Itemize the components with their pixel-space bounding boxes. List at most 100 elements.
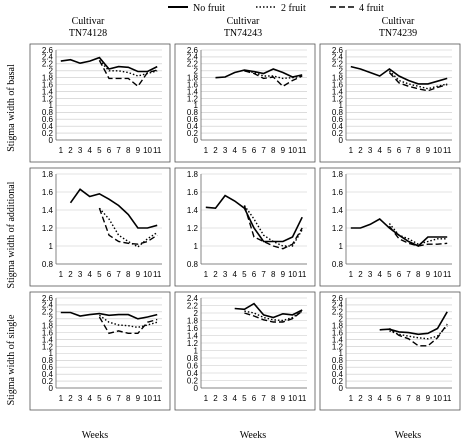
y-tick-label: 1.8 <box>42 73 54 82</box>
y-tick-label: 1 <box>339 101 344 110</box>
x-tick-label: 6 <box>252 146 257 155</box>
series-line-dashed <box>98 207 158 245</box>
panel-9: 00.20.40.60.811.21.41.61.822.22.42.61 2 3 4… <box>319 291 461 411</box>
x-tick-label: 11 <box>298 270 307 279</box>
x-tick-label: 2 <box>358 270 363 279</box>
y-tick-label: 1 <box>49 349 54 358</box>
series-line-dotted <box>98 207 158 248</box>
panel-frame <box>29 291 171 411</box>
x-tick-label: 8 <box>416 394 421 403</box>
y-tick-label: 1.6 <box>187 188 199 197</box>
panel-frame <box>174 43 316 163</box>
x-tick-label: 5 <box>97 394 102 403</box>
x-tick-label: 5 <box>97 146 102 155</box>
series-line-solid <box>234 302 303 319</box>
x-tick-label: 3 <box>223 270 228 279</box>
y-tick-label: 0.8 <box>332 108 344 117</box>
series-line-solid <box>60 56 158 73</box>
y-tick-label: 1 <box>339 349 344 358</box>
y-tick-label: 1.4 <box>187 87 199 96</box>
x-tick-label: 11 <box>443 394 452 403</box>
series-line-dashed <box>388 72 448 92</box>
y-tick-label: 1.6 <box>332 188 344 197</box>
y-tick-label: 0.8 <box>42 260 54 269</box>
x-tick-label: 8 <box>271 270 276 279</box>
series-line-dashed <box>388 225 448 247</box>
row-label-additional: Stigma width of additional <box>6 181 17 288</box>
y-tick-label: 1.2 <box>42 224 54 233</box>
y-tick-label: 1.4 <box>332 87 344 96</box>
series-line-dashed <box>243 205 303 250</box>
y-tick-label: 1.4 <box>42 87 54 96</box>
y-tick-label: 0.6 <box>332 363 344 372</box>
x-tick-label: 9 <box>426 146 431 155</box>
row-label-basal: Stigma width of basal <box>6 64 17 152</box>
x-tick-label: 11 <box>443 270 452 279</box>
x-tick-label: 10 <box>288 270 297 279</box>
y-tick-label: 0.4 <box>187 369 199 378</box>
series-line-dashed <box>388 323 448 347</box>
series-line-dotted <box>98 314 158 329</box>
y-tick-label: 2.4 <box>332 301 344 310</box>
y-tick-label: 2 <box>339 315 344 324</box>
panel-frame <box>319 43 461 163</box>
panel-2: 00.20.40.60.811.21.41.61.822.22.42.61 2 3 4… <box>174 43 316 163</box>
column-title-1-line2: TN74128 <box>69 28 107 39</box>
x-tick-label: 7 <box>261 146 266 155</box>
x-tick-label: 1 <box>59 394 64 403</box>
y-tick-label: 0.8 <box>332 356 344 365</box>
legend-label-no-fruit: No fruit <box>193 3 225 14</box>
x-tick-label: 3 <box>368 146 373 155</box>
y-tick-label: 0.6 <box>42 363 54 372</box>
x-tick-label: 9 <box>281 394 286 403</box>
y-tick-label: 0.2 <box>187 376 199 385</box>
y-tick-label: 2.6 <box>332 294 344 303</box>
x-tick-label: 3 <box>223 394 228 403</box>
y-tick-label: 1.8 <box>187 316 199 325</box>
x-tick-label: 7 <box>261 270 266 279</box>
y-tick-label: 1.4 <box>187 331 199 340</box>
y-tick-label: 1.6 <box>42 328 54 337</box>
panel-8: 00.20.40.60.811.21.41.61.822.22.41 2 3 4 5 6 7… <box>174 291 316 411</box>
x-tick-label: 2 <box>213 270 218 279</box>
y-tick-label: 1.2 <box>332 342 344 351</box>
y-tick-label: 0 <box>49 136 54 145</box>
x-tick-label: 10 <box>288 394 297 403</box>
y-tick-label: 2.6 <box>332 46 344 55</box>
series-line-dashed <box>244 310 303 323</box>
panel-7: 00.20.40.60.811.21.41.61.822.22.42.61 2 3 4… <box>29 291 171 411</box>
y-tick-label: 1.4 <box>332 206 344 215</box>
series-line-solid <box>60 311 158 320</box>
x-tick-label: 7 <box>261 394 266 403</box>
x-tick-label: 5 <box>242 146 247 155</box>
x-tick-label: 7 <box>406 146 411 155</box>
series-line-solid <box>69 188 158 229</box>
x-tick-label: 8 <box>126 146 131 155</box>
y-tick-label: 0 <box>49 384 54 393</box>
x-tick-label: 2 <box>68 146 73 155</box>
x-tick-label: 10 <box>433 394 442 403</box>
series-line-dotted <box>388 70 448 90</box>
y-tick-label: 2.4 <box>332 53 344 62</box>
panel-5: 0.811.21.41.61.81 2 3 4 5 6 7 8 9 10 11 <box>174 167 316 287</box>
x-tick-label: 1 <box>59 270 64 279</box>
x-tick-label: 9 <box>136 146 141 155</box>
y-tick-label: 0.8 <box>187 108 199 117</box>
y-tick-label: 1.6 <box>332 80 344 89</box>
x-tick-label: 7 <box>116 146 121 155</box>
x-tick-label: 9 <box>136 270 141 279</box>
y-tick-label: 1 <box>194 346 199 355</box>
y-tick-label: 1.8 <box>332 73 344 82</box>
y-tick-label: 1 <box>49 101 54 110</box>
panel-3: 00.20.40.60.811.21.41.61.822.22.42.61 2 3 4… <box>319 43 461 163</box>
weeks-label-1: Weeks <box>82 430 109 440</box>
x-tick-label: 9 <box>426 394 431 403</box>
panel-frame <box>29 167 171 287</box>
x-tick-label: 4 <box>88 394 93 403</box>
y-tick-label: 1.8 <box>187 73 199 82</box>
y-tick-label: 0 <box>194 384 199 393</box>
series-line-dashed <box>244 70 303 88</box>
y-tick-label: 1.6 <box>187 80 199 89</box>
x-tick-label: 1 <box>59 146 64 155</box>
x-tick-label: 8 <box>416 270 421 279</box>
